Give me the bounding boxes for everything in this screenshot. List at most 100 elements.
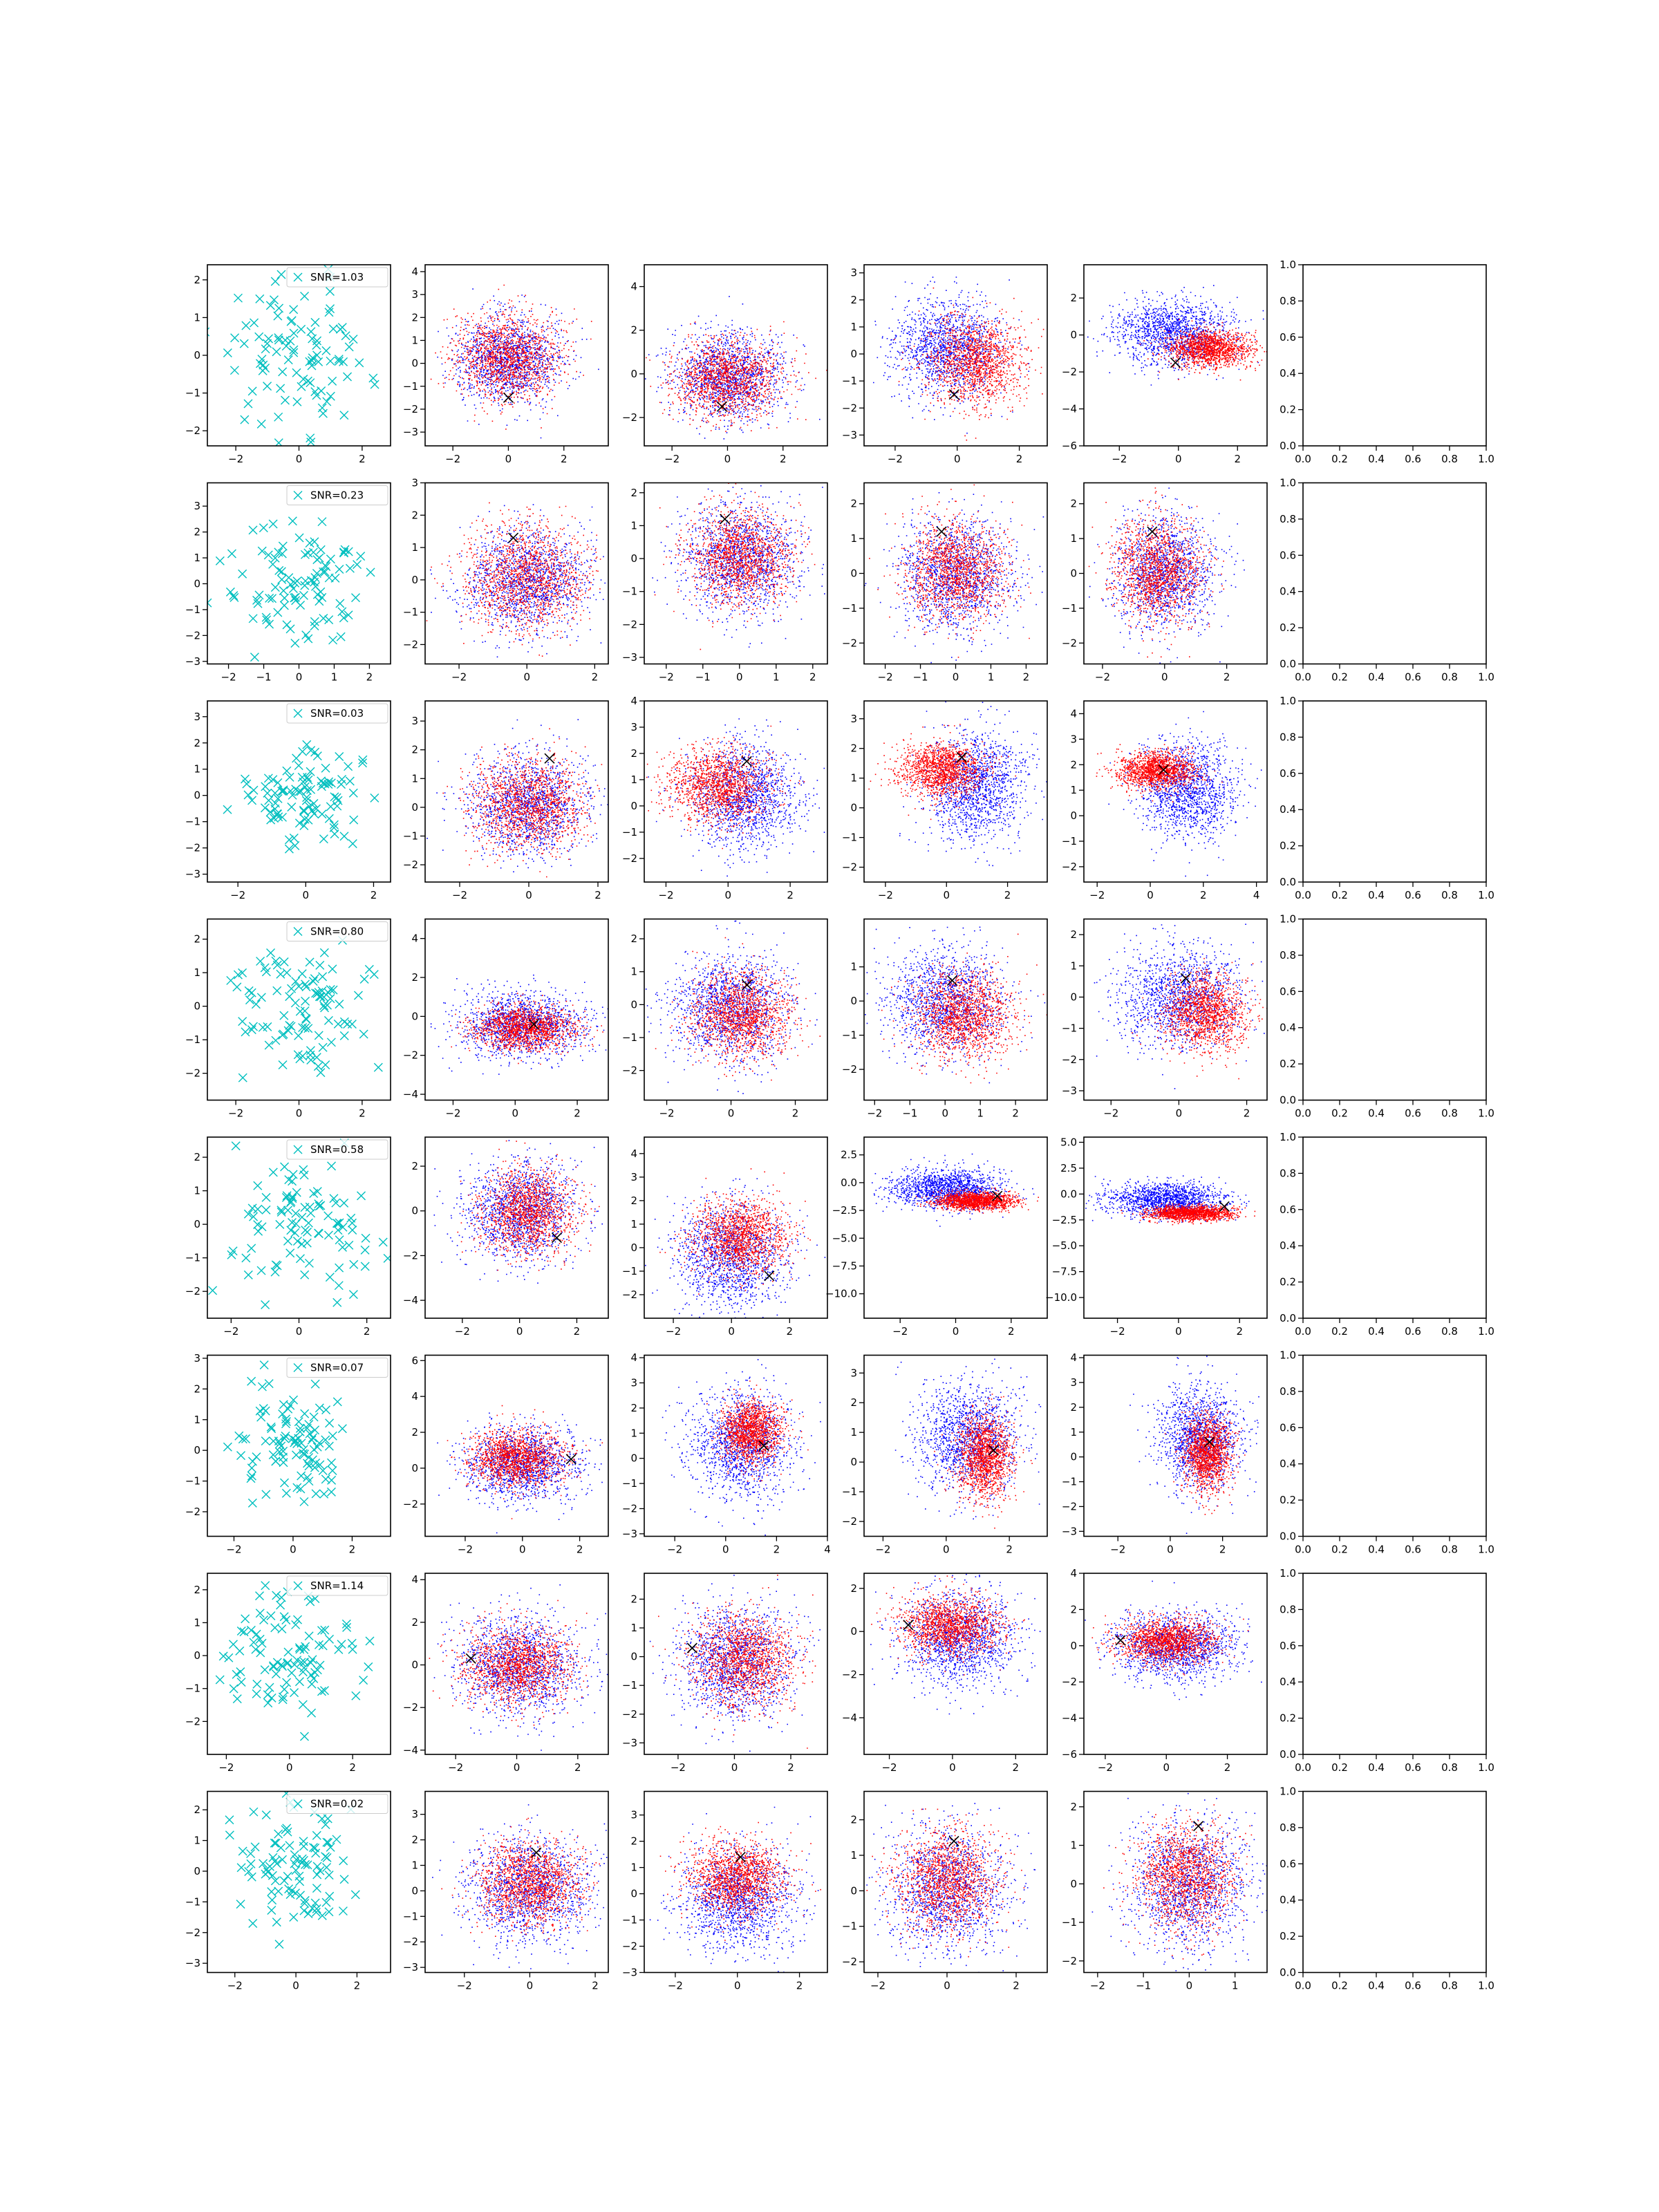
y-tick-label: −1 [185,1683,200,1695]
y-tick-label: −2 [185,1285,200,1297]
x-tick-label: 0 [1186,1980,1193,1992]
y-tick-label: 3 [630,1809,637,1821]
x-tick-label: −2 [457,1980,472,1992]
y-tick-label: −1 [842,832,857,844]
y-tick-label: 0.6 [1280,549,1296,561]
y-tick-label: −3 [185,1957,200,1969]
legend: SNR=0.07 [287,1358,388,1378]
x-tick-label: 2 [1008,1325,1015,1338]
y-tick-label: 2 [630,1835,637,1848]
y-tick-label: 0.2 [1280,1058,1296,1070]
y-tick-label: −3 [622,1528,637,1540]
x-tick-label: 0.0 [1295,671,1311,684]
y-tick-label: 0 [850,348,857,360]
x-tick-label: 0 [296,1107,303,1120]
y-tick-label: 0 [411,574,418,586]
y-tick-label: −1 [403,380,418,393]
y-tick-label: 4 [411,265,418,278]
x-tick-label: 0 [1167,1544,1174,1556]
y-tick-label: −1 [1062,835,1077,847]
y-tick-label: −2 [622,1502,637,1515]
x-tick-label: 0 [736,671,743,684]
y-tick-label: −10.0 [1045,1291,1077,1304]
y-tick-label: 1 [1070,959,1077,972]
x-tick-label: 2 [592,1980,599,1992]
y-tick-label: −4 [842,1712,857,1724]
x-tick-label: 0.0 [1295,1107,1311,1120]
y-tick-label: 0.8 [1280,1821,1296,1834]
x-tick-label: 2 [364,1325,371,1338]
y-tick-label: 1 [194,1835,200,1847]
y-tick-label: −4 [1062,403,1077,415]
y-tick-label: −1 [622,1477,637,1490]
x-tick-label: 0 [1147,889,1154,901]
y-tick-label: 1 [194,1185,200,1197]
x-tick-label: −2 [668,1980,683,1992]
x-tick-label: −1 [902,1107,917,1120]
x-tick-label: 0.8 [1441,889,1458,901]
x-tick-label: 0.8 [1441,1980,1458,1992]
y-tick-label: 0 [850,802,857,814]
x-tick-label: 0 [514,1761,521,1774]
x-tick-label: 2 [594,889,601,901]
y-tick-label: 1.0 [1280,913,1296,926]
x-tick-label: 0.6 [1405,1325,1421,1338]
x-tick-label: 0.4 [1368,889,1385,901]
y-tick-label: 1 [630,1218,637,1230]
y-tick-label: 0.4 [1280,1676,1296,1688]
y-tick-label: 1 [411,772,418,785]
y-tick-label: −3 [622,1736,637,1749]
y-tick-label: −1 [622,1031,637,1044]
y-tick-label: 3 [194,1352,200,1365]
y-tick-label: 1 [850,772,857,785]
x-tick-label: 1.0 [1478,1761,1494,1774]
y-tick-label: 2 [411,1160,418,1172]
y-tick-label: 0 [194,789,200,802]
x-tick-label: 0 [296,453,303,465]
legend: SNR=0.02 [287,1794,388,1814]
x-tick-label: 0 [290,1544,297,1556]
x-tick-label: 2 [1016,453,1023,465]
x-tick-label: −2 [659,1107,674,1120]
x-tick-label: 2 [1012,1107,1019,1120]
x-tick-label: −1 [695,671,711,684]
x-tick-label: 0.6 [1405,671,1421,684]
x-tick-label: −2 [878,671,893,684]
x-tick-label: 0.4 [1368,1761,1385,1774]
x-tick-label: −2 [448,1761,463,1774]
y-tick-label: −7.5 [832,1259,857,1272]
y-tick-label: 1 [850,532,857,545]
x-tick-label: 1 [1232,1980,1239,1992]
y-tick-label: 3 [1070,1376,1077,1389]
y-tick-label: −1 [842,1485,857,1498]
y-tick-label: −10.0 [825,1288,857,1300]
y-tick-label: 0.8 [1280,294,1296,307]
y-tick-label: 0 [411,1462,418,1474]
y-tick-label: 4 [411,1573,418,1586]
x-tick-label: 0.4 [1368,453,1385,465]
x-tick-label: 2 [1234,453,1241,465]
y-tick-label: −1 [622,1679,637,1691]
x-tick-label: 0 [1163,1761,1170,1774]
x-tick-label: 0.2 [1331,1761,1348,1774]
y-tick-label: 2 [850,498,857,510]
y-tick-label: 4 [630,1351,637,1364]
y-tick-label: 6 [411,1354,418,1367]
y-tick-label: 0.0 [1280,1967,1296,1979]
y-tick-label: 0 [194,1865,200,1877]
y-tick-label: 0.4 [1280,1239,1296,1252]
y-tick-label: −2 [622,1708,637,1721]
x-tick-label: −2 [1110,1325,1125,1338]
y-tick-label: 1 [194,311,200,324]
x-tick-label: 2 [1004,889,1011,901]
y-tick-label: 0 [630,800,637,812]
y-tick-label: 3 [194,711,200,723]
x-tick-label: 1.0 [1478,1107,1494,1120]
x-tick-label: −1 [256,671,271,684]
x-tick-label: −2 [451,671,467,684]
x-tick-label: 0.4 [1368,1325,1385,1338]
y-tick-label: 0.0 [1280,1530,1296,1543]
x-tick-label: 2 [359,453,366,465]
y-tick-label: 0 [411,1010,418,1022]
y-tick-label: −2 [1062,1955,1077,1967]
